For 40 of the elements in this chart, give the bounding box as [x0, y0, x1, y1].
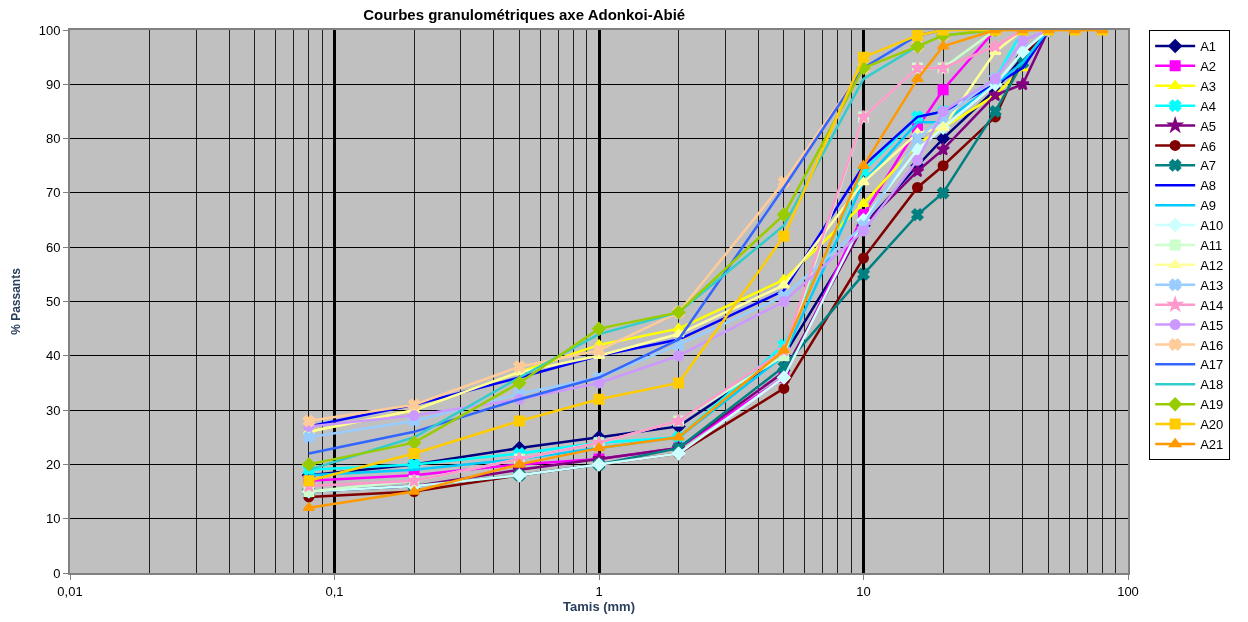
legend-label: A2 [1200, 58, 1217, 74]
legend-label: A9 [1200, 198, 1217, 214]
legend-label: A19 [1200, 397, 1224, 413]
x-axis-title: Tamis (mm) [563, 598, 635, 614]
y-tick-label: 80 [45, 131, 61, 147]
legend-label: A18 [1200, 377, 1224, 393]
legend-label: A13 [1200, 277, 1224, 293]
legend-label: A20 [1200, 417, 1224, 433]
legend-label: A3 [1200, 78, 1217, 94]
y-tick-label: 50 [45, 294, 61, 310]
legend-label: A7 [1200, 158, 1217, 174]
y-axis-title: % Passants [9, 267, 24, 335]
x-tick-label: 0,01 [57, 583, 83, 599]
x-tick-label: 1 [595, 583, 603, 599]
legend-label: A4 [1200, 98, 1217, 114]
y-tick-label: 30 [45, 402, 61, 418]
legend-label: A17 [1200, 357, 1224, 373]
legend-label: A16 [1200, 337, 1224, 353]
x-tick-label: 100 [1117, 583, 1139, 599]
legend-label: A1 [1200, 39, 1217, 55]
legend-label: A21 [1200, 437, 1224, 453]
legend-label: A5 [1200, 118, 1217, 134]
legend-label: A11 [1200, 238, 1223, 254]
legend-label: A6 [1200, 138, 1217, 154]
y-tick-label: 100 [38, 22, 61, 38]
y-tick-label: 40 [45, 348, 61, 364]
legend-label: A8 [1200, 178, 1217, 194]
y-tick-label: 20 [45, 456, 61, 472]
x-tick-label: 10 [856, 583, 871, 599]
y-tick-label: 90 [45, 76, 61, 92]
x-tick-label: 0,1 [325, 583, 344, 599]
legend-label: A10 [1200, 218, 1224, 234]
legend-label: A14 [1200, 297, 1224, 313]
y-tick-label: 60 [45, 239, 61, 255]
chart-title: Courbes granulométriques axe Adonkoi-Abié [363, 5, 686, 23]
y-tick-label: 70 [45, 185, 61, 201]
y-tick-label: 0 [53, 565, 61, 581]
legend-label: A12 [1200, 257, 1224, 273]
y-tick-label: 10 [45, 511, 61, 527]
legend-label: A15 [1200, 317, 1224, 333]
